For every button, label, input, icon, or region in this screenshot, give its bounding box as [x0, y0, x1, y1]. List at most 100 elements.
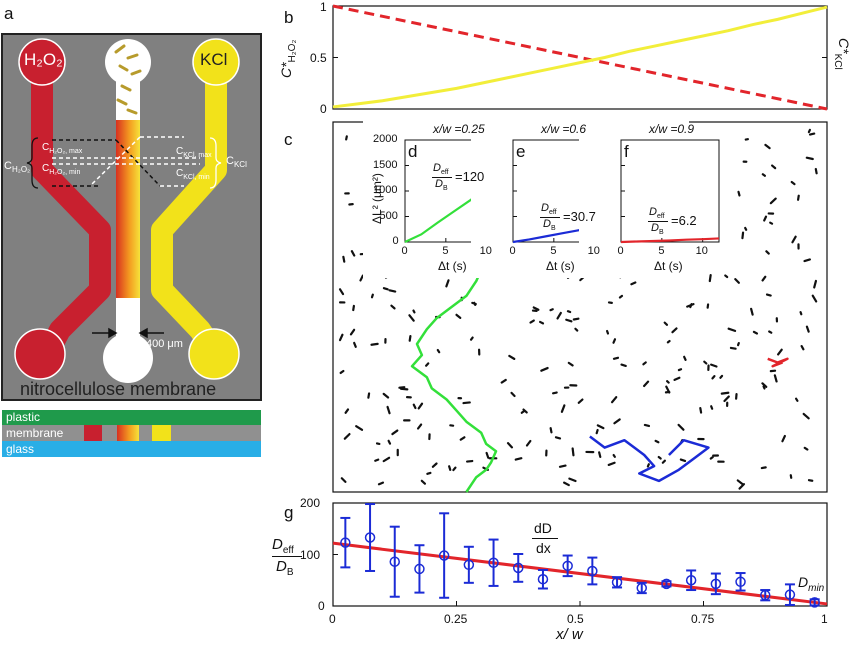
particle — [761, 275, 767, 282]
b-ylabel-left: C*H₂O₂ — [278, 39, 298, 78]
particle — [724, 274, 729, 279]
particle — [610, 396, 618, 404]
h2o2-inlet-label: H₂O₂ — [24, 50, 63, 69]
particle — [412, 309, 416, 314]
particle — [382, 456, 391, 463]
g-annotation-top: dD — [534, 520, 552, 536]
particle — [465, 459, 474, 463]
inset-xlabel-f: Δt (s) — [654, 259, 683, 273]
particle — [408, 314, 415, 322]
particle — [666, 339, 671, 344]
inset-series-f — [620, 237, 720, 244]
particle — [807, 128, 812, 134]
inset-xticklabel-e: 5 — [550, 245, 557, 257]
g-point — [364, 532, 376, 543]
particle — [813, 279, 818, 289]
particle — [352, 304, 355, 312]
particle — [374, 458, 380, 462]
particle — [596, 424, 605, 430]
particle — [370, 342, 379, 346]
particle — [525, 439, 532, 447]
g-ylabel-fraction-bar — [272, 556, 302, 557]
particle — [510, 391, 516, 398]
particle — [710, 405, 714, 410]
membrane-caption: nitrocellulose membrane — [20, 379, 217, 399]
c-h2o2-max-label: CH₂O₂, max — [42, 142, 83, 155]
inset-xticklabel-e: 0 — [509, 245, 516, 257]
particle — [805, 156, 814, 161]
particle — [663, 321, 669, 326]
particle — [802, 412, 810, 420]
particle — [567, 361, 574, 367]
g-point — [513, 562, 524, 574]
particle — [359, 274, 364, 282]
particle — [703, 360, 708, 365]
particle — [417, 402, 424, 410]
particle — [560, 404, 566, 413]
h2o2-outlet — [14, 328, 66, 380]
particle — [571, 447, 575, 457]
particle — [643, 423, 651, 428]
inset-yticklabel: 1500 — [373, 158, 398, 171]
particle — [764, 143, 771, 150]
b-ylabel-right: C*KCl — [832, 38, 850, 70]
particle — [741, 231, 745, 240]
particle — [677, 423, 685, 431]
particle — [763, 215, 768, 222]
particle — [807, 479, 814, 482]
particle — [554, 436, 562, 440]
particle — [612, 338, 617, 344]
particle — [349, 328, 356, 336]
g-xtick-0.5: 0.5 — [567, 612, 584, 626]
layer-stack — [2, 410, 261, 457]
particle — [723, 395, 730, 403]
inset-deff-d: Deff — [433, 162, 449, 177]
inset-xticklabel-d: 5 — [442, 245, 449, 257]
particle — [734, 278, 740, 284]
particle — [485, 451, 490, 459]
particle — [355, 425, 364, 431]
particle — [452, 466, 457, 472]
particle — [709, 456, 714, 460]
particle — [577, 398, 584, 404]
particle — [345, 135, 348, 141]
particle — [469, 336, 474, 341]
particle — [803, 446, 809, 451]
g-xtick-0.25: 0.25 — [444, 612, 468, 626]
particle — [771, 164, 777, 170]
inset-ylabel: ΔL² (μm²) — [370, 173, 384, 224]
particle — [540, 366, 549, 372]
inset-yticklabel: 500 — [379, 209, 398, 222]
particle — [762, 385, 766, 390]
particle — [529, 319, 535, 324]
particle — [613, 418, 621, 425]
gradient-channel — [116, 120, 140, 298]
inset-label-d: d — [408, 142, 418, 161]
g-point — [488, 557, 499, 568]
panel-b-chart — [332, 4, 828, 111]
panel-b-label: b — [284, 8, 294, 27]
particle — [508, 354, 516, 360]
particle — [811, 294, 818, 303]
particle — [710, 363, 718, 368]
particle — [388, 289, 397, 293]
particle — [565, 318, 573, 323]
particle — [506, 442, 514, 449]
particle — [752, 330, 759, 335]
particle — [794, 397, 799, 402]
b-ytick-0.5: 0.5 — [310, 51, 327, 65]
b-series-0 — [332, 4, 828, 111]
g-ytick-0: 0 — [318, 599, 325, 613]
g-point — [735, 576, 746, 588]
particle — [339, 369, 345, 375]
inset-frac-d — [432, 177, 452, 178]
particle — [736, 479, 744, 486]
particle — [765, 293, 772, 297]
particle — [462, 401, 471, 405]
particle — [630, 281, 637, 286]
particle — [386, 405, 391, 415]
particle — [342, 255, 346, 263]
particle — [727, 327, 737, 332]
panel-g-chart — [332, 502, 828, 608]
